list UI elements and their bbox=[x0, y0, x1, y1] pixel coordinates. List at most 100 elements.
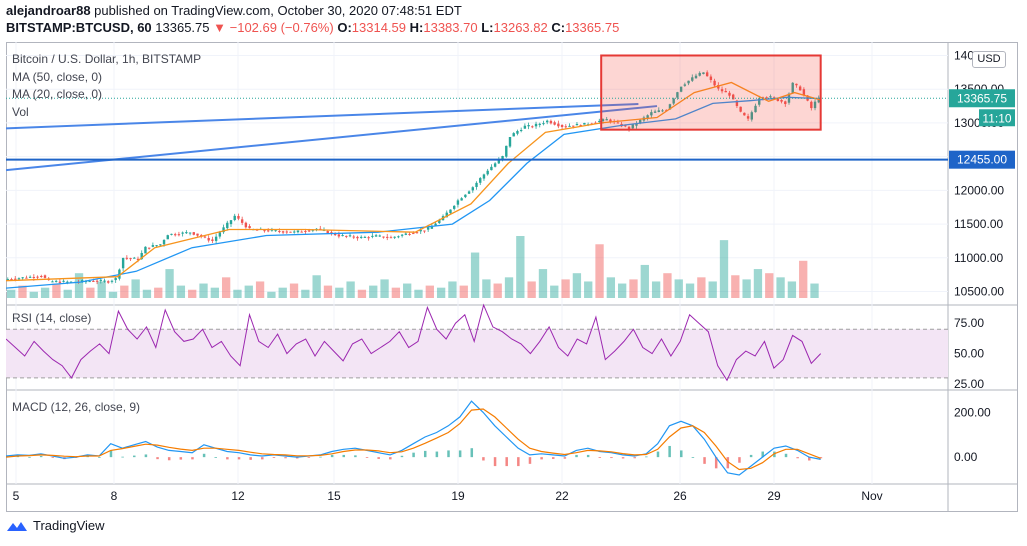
volume-bar bbox=[459, 285, 468, 298]
macd-histogram-bar bbox=[470, 448, 474, 458]
candle-body bbox=[248, 226, 251, 229]
candle-body bbox=[661, 110, 664, 112]
macd-histogram-bar bbox=[284, 457, 287, 459]
volume-bar bbox=[301, 289, 310, 298]
volume-bar bbox=[176, 285, 186, 298]
overlays bbox=[6, 54, 948, 172]
tradingview-logo[interactable]: TradingView bbox=[6, 518, 105, 533]
candle-body bbox=[133, 257, 136, 259]
volume-bar bbox=[63, 289, 72, 298]
candle-body bbox=[560, 124, 564, 127]
volume-bar bbox=[18, 285, 27, 298]
macd-histogram-bar bbox=[272, 457, 276, 458]
candle-body bbox=[795, 83, 798, 86]
macd-histogram-bar bbox=[749, 454, 753, 458]
volume-bar bbox=[357, 289, 367, 298]
candle-body bbox=[546, 120, 549, 123]
volume-bar bbox=[233, 289, 242, 298]
legend-title: Bitcoin / U.S. Dollar, 1h, BITSTAMP bbox=[12, 52, 202, 66]
candle-body bbox=[229, 220, 233, 225]
candle-body bbox=[159, 244, 162, 246]
volume-bar bbox=[131, 279, 140, 298]
price-tags: 13365.75 11:10 12455.00 bbox=[949, 89, 1015, 169]
candle-body bbox=[583, 122, 586, 125]
candle-body bbox=[635, 123, 638, 126]
chart-canvas[interactable]: 10500.0011000.0011500.0012000.0012500.00… bbox=[6, 42, 1018, 512]
macd-line bbox=[6, 400, 821, 476]
tradingview-logo-icon bbox=[7, 521, 27, 531]
candle-body bbox=[568, 125, 571, 127]
legend-volume[interactable]: Vol bbox=[12, 105, 29, 119]
chart-frame bbox=[6, 42, 1018, 512]
candle-body bbox=[798, 86, 802, 91]
candle-body bbox=[601, 119, 605, 122]
macd-histogram-bar bbox=[645, 456, 648, 458]
candle-body bbox=[724, 91, 727, 93]
macd-histogram-bar bbox=[98, 457, 101, 458]
volume-bar bbox=[414, 289, 423, 298]
level-price-tag: 12455.00 bbox=[957, 153, 1007, 167]
legend-rsi[interactable]: RSI (14, close) bbox=[12, 311, 92, 325]
volume-bar bbox=[561, 279, 570, 298]
author-name[interactable]: alejandroar88 bbox=[6, 3, 91, 18]
candle-body bbox=[330, 232, 333, 234]
candle-body bbox=[92, 280, 95, 282]
candle-body bbox=[430, 225, 434, 229]
candle-body bbox=[676, 92, 679, 98]
candle-body bbox=[438, 219, 441, 224]
high-value: 13383.70 bbox=[423, 20, 478, 35]
macd-histogram-bar bbox=[295, 457, 299, 459]
volume-bar bbox=[74, 273, 84, 298]
macd-histogram-bar bbox=[144, 454, 148, 458]
price-change: ▼ −102.69 (−0.76%) bbox=[213, 20, 334, 35]
candle-body bbox=[386, 236, 389, 238]
candle-body bbox=[211, 239, 214, 241]
low-label: L: bbox=[481, 20, 494, 35]
candle-body bbox=[88, 281, 91, 283]
candle-body bbox=[564, 126, 567, 128]
macd-histogram-bar bbox=[51, 457, 55, 458]
macd-tick-label: 0.00 bbox=[954, 450, 978, 464]
macd-histogram-bar bbox=[167, 457, 171, 461]
volume-bar bbox=[7, 289, 16, 298]
macd-histogram-bar bbox=[563, 457, 567, 459]
candle-body bbox=[780, 99, 783, 102]
legend-ma20[interactable]: MA (20, close, 0) bbox=[12, 87, 103, 101]
candle-body bbox=[296, 230, 300, 233]
currency-button[interactable]: USD bbox=[972, 51, 1006, 68]
volume-bar bbox=[482, 279, 491, 298]
candle-body bbox=[445, 212, 448, 218]
candle-body bbox=[482, 174, 486, 179]
legend-ma50[interactable]: MA (50, close, 0) bbox=[12, 70, 103, 84]
macd-histogram-bar bbox=[319, 456, 322, 458]
candle-body bbox=[646, 115, 649, 118]
legend-macd[interactable]: MACD (12, 26, close, 9) bbox=[12, 400, 141, 414]
candle-body bbox=[352, 236, 355, 238]
candle-body bbox=[62, 280, 65, 282]
macd-histogram-bar bbox=[435, 451, 439, 458]
macd-histogram-bar bbox=[528, 457, 532, 464]
volume-bar bbox=[278, 287, 287, 298]
candle-body bbox=[166, 235, 169, 240]
candle-body bbox=[531, 126, 534, 128]
time-axis[interactable]: 5 8 12 15 19 22 26 29 Nov bbox=[13, 489, 883, 503]
last-price-tag: 13365.75 bbox=[957, 91, 1007, 105]
candle-body bbox=[419, 230, 422, 232]
macd-histogram-bar bbox=[249, 457, 252, 460]
candle-body bbox=[147, 247, 151, 249]
volume-bar bbox=[86, 287, 95, 298]
macd-histogram-bar bbox=[109, 450, 113, 458]
macd-histogram-bar bbox=[540, 457, 543, 460]
time-tick-label: 5 bbox=[13, 489, 20, 503]
macd-histogram-bar bbox=[307, 457, 311, 458]
candle-body bbox=[185, 232, 188, 234]
candle-body bbox=[281, 231, 285, 233]
close-label: C: bbox=[551, 20, 566, 35]
volume-bar bbox=[719, 240, 729, 298]
candle-body bbox=[32, 277, 36, 279]
macd-histogram-bar bbox=[354, 455, 357, 458]
volume-bar bbox=[618, 283, 627, 298]
volume-bar bbox=[584, 281, 593, 298]
candle-body bbox=[657, 110, 660, 112]
volume-bar bbox=[810, 283, 819, 298]
